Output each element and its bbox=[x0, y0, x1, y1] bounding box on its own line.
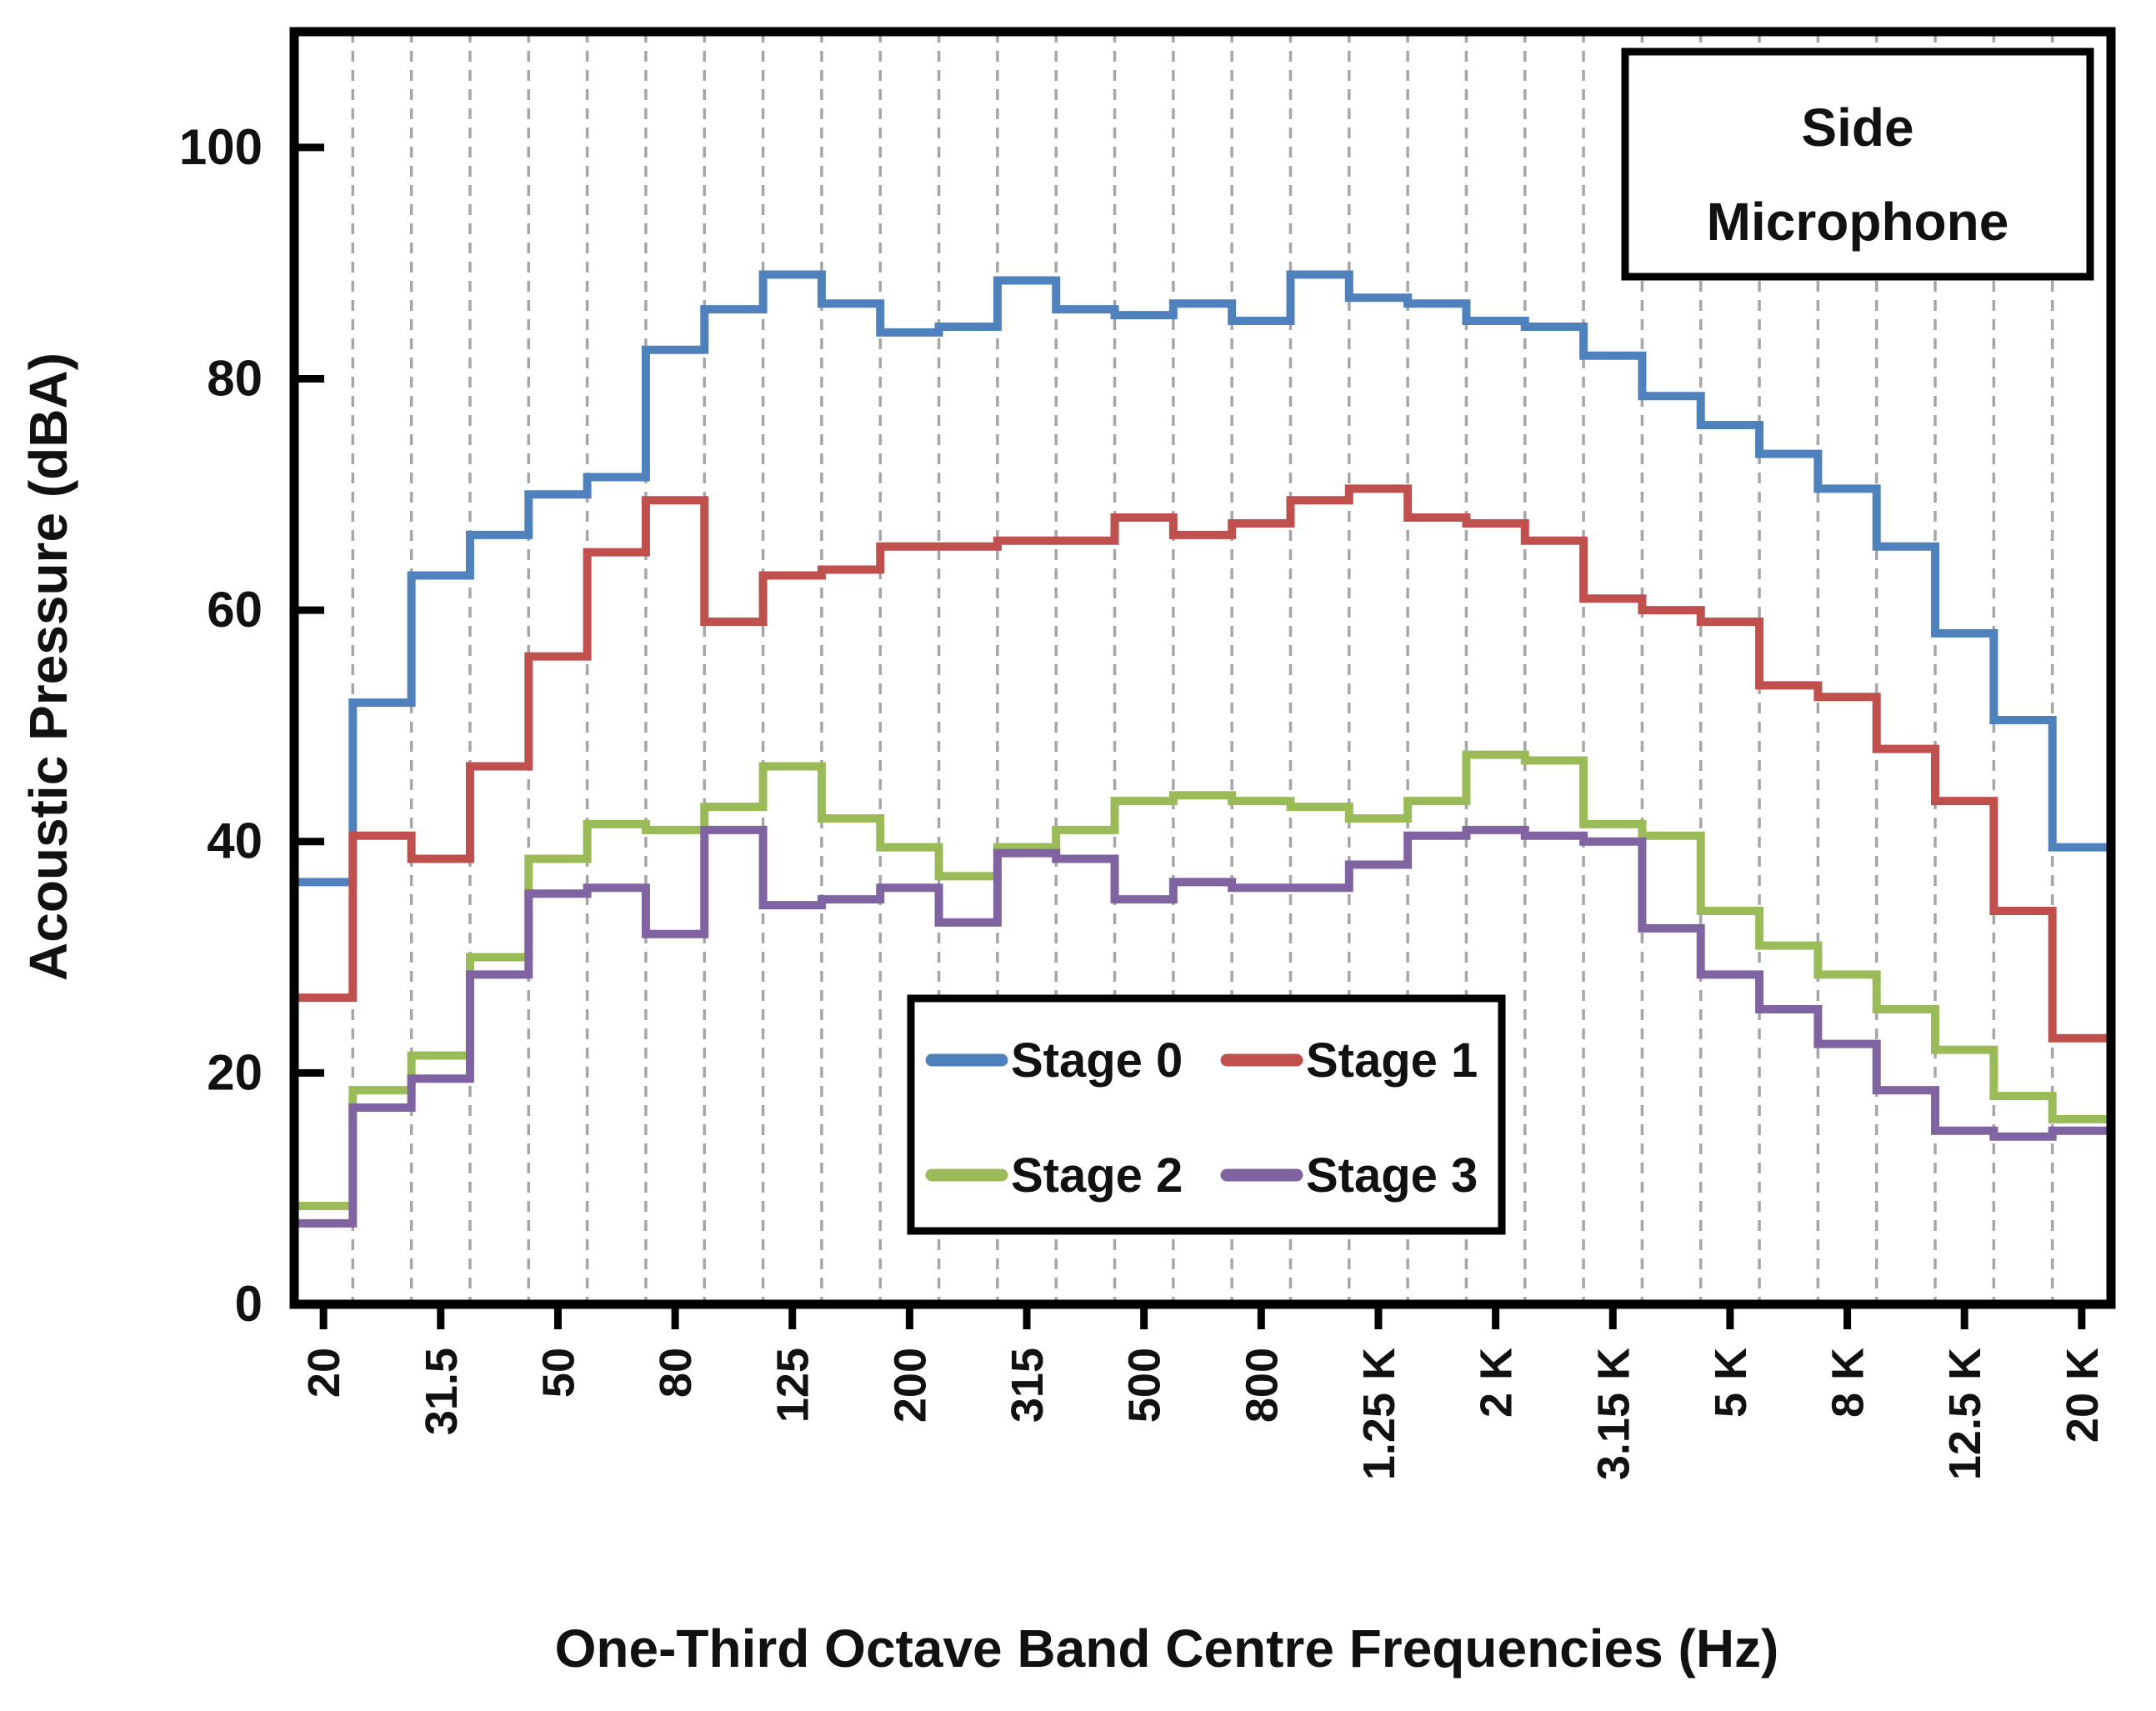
legend-border bbox=[907, 994, 1506, 1235]
x-tick-label: 3.15 K bbox=[1588, 1348, 1638, 1480]
x-axis-title: One-Third Octave Band Centre Frequencies… bbox=[555, 1618, 1779, 1678]
y-tick-label: 80 bbox=[207, 350, 263, 406]
y-tick-label: 100 bbox=[179, 119, 263, 175]
series-line-stage-2 bbox=[294, 750, 2111, 1210]
legend: Stage 0 Stage 1 Stage 2 Stage 3 bbox=[907, 994, 1506, 1235]
legend-label-stage-3: Stage 3 bbox=[1306, 1148, 1478, 1203]
plot-border bbox=[289, 27, 2116, 1309]
y-axis-title: Acoustic Pressure (dBA) bbox=[18, 353, 78, 981]
y-tick-label: 40 bbox=[207, 813, 263, 869]
plot-frame-layer bbox=[289, 27, 2116, 1309]
series-line-stage-3 bbox=[294, 825, 2111, 1228]
y-tick-label: 0 bbox=[235, 1276, 263, 1332]
x-tick-label: 200 bbox=[885, 1348, 935, 1423]
series-layer bbox=[294, 270, 2111, 1228]
annotation-box: Side Microphone bbox=[1621, 48, 2094, 281]
series-line-stage-1 bbox=[294, 484, 2111, 1043]
x-tick-label: 50 bbox=[533, 1348, 583, 1398]
legend-label-stage-0: Stage 0 bbox=[1011, 1033, 1183, 1088]
x-tick-label: 5 K bbox=[1706, 1348, 1756, 1418]
x-tick-label: 315 bbox=[1003, 1348, 1053, 1423]
x-tick-label: 80 bbox=[651, 1348, 701, 1398]
series-line-stage-0 bbox=[294, 270, 2111, 887]
legend-label-stage-1: Stage 1 bbox=[1306, 1033, 1478, 1088]
x-tick-label: 500 bbox=[1120, 1348, 1170, 1423]
annotation-line-2: Microphone bbox=[1707, 192, 2009, 252]
x-tick-label: 31.5 bbox=[417, 1348, 467, 1435]
x-tick-label: 1.25 K bbox=[1354, 1348, 1404, 1480]
x-tick-label: 125 bbox=[768, 1348, 818, 1423]
y-tick-label: 20 bbox=[207, 1044, 263, 1100]
annotation-line-1: Side bbox=[1801, 98, 1913, 158]
x-tick-label: 2 K bbox=[1472, 1348, 1522, 1418]
x-tick-label: 20 K bbox=[2058, 1348, 2108, 1443]
x-tick-label: 12.5 K bbox=[1940, 1348, 1990, 1480]
ticks-layer: 0 20 40 60 80 100 20 31.5 50 80 125 200 315 500 800 1.2… bbox=[179, 119, 2108, 1480]
y-tick-label: 60 bbox=[207, 582, 263, 638]
x-tick-label: 8 K bbox=[1823, 1348, 1873, 1418]
annotation-box-border bbox=[1621, 48, 2094, 281]
legend-label-stage-2: Stage 2 bbox=[1011, 1148, 1183, 1203]
x-tick-label: 800 bbox=[1237, 1348, 1287, 1423]
x-tick-label: 20 bbox=[299, 1348, 349, 1398]
